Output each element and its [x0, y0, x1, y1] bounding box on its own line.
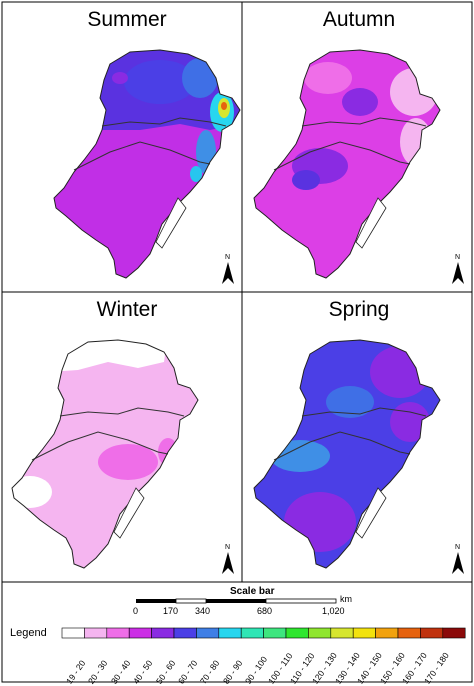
north-arrow-icon — [452, 552, 464, 574]
legend-swatch — [106, 627, 130, 639]
scale-bar-title: Scale bar — [230, 586, 275, 597]
legend-swatch — [61, 627, 85, 639]
legend-swatch — [420, 627, 444, 639]
north-label: N — [225, 254, 231, 261]
panel-title-spring: Spring — [328, 298, 390, 321]
legend-swatch — [84, 627, 108, 639]
legend-swatch — [330, 627, 354, 639]
map-spring — [253, 339, 441, 569]
north-arrow-icon — [452, 262, 464, 284]
legend-border — [1, 581, 473, 683]
map-autumn — [253, 49, 441, 279]
map-winter — [11, 339, 199, 569]
legend-title: Legend — [10, 627, 47, 639]
north-label: N — [455, 544, 461, 551]
legend-swatch — [240, 627, 264, 639]
scale-bar-unit: km — [340, 594, 352, 604]
legend-swatch — [128, 627, 152, 639]
scale-bar — [136, 598, 337, 604]
legend-swatch — [397, 627, 421, 639]
legend-swatch — [285, 627, 309, 639]
map-summer — [53, 49, 241, 279]
scale-tick-label: 170 — [163, 606, 179, 616]
legend-swatch — [196, 627, 220, 639]
scale-tick-label: 1,020 — [322, 606, 345, 616]
panel-title-summer: Summer — [87, 8, 167, 31]
legend-swatches — [61, 627, 466, 639]
legend-swatch — [352, 627, 376, 639]
scale-tick-label: 680 — [257, 606, 273, 616]
north-arrow-icon — [222, 552, 234, 574]
panel-title-winter: Winter — [96, 298, 158, 321]
legend-swatch — [442, 627, 466, 639]
legend-swatch — [218, 627, 242, 639]
panel-title-autumn: Autumn — [322, 8, 396, 31]
north-label: N — [225, 544, 231, 551]
north-label: N — [455, 254, 461, 261]
scale-tick-label: 0 — [133, 606, 139, 616]
legend-swatch — [263, 627, 287, 639]
legend-swatch — [375, 627, 399, 639]
scale-tick-label: 340 — [195, 606, 211, 616]
legend-swatch — [308, 627, 332, 639]
legend-swatch — [173, 627, 197, 639]
legend-swatch — [151, 627, 175, 639]
north-arrow-icon — [222, 262, 234, 284]
